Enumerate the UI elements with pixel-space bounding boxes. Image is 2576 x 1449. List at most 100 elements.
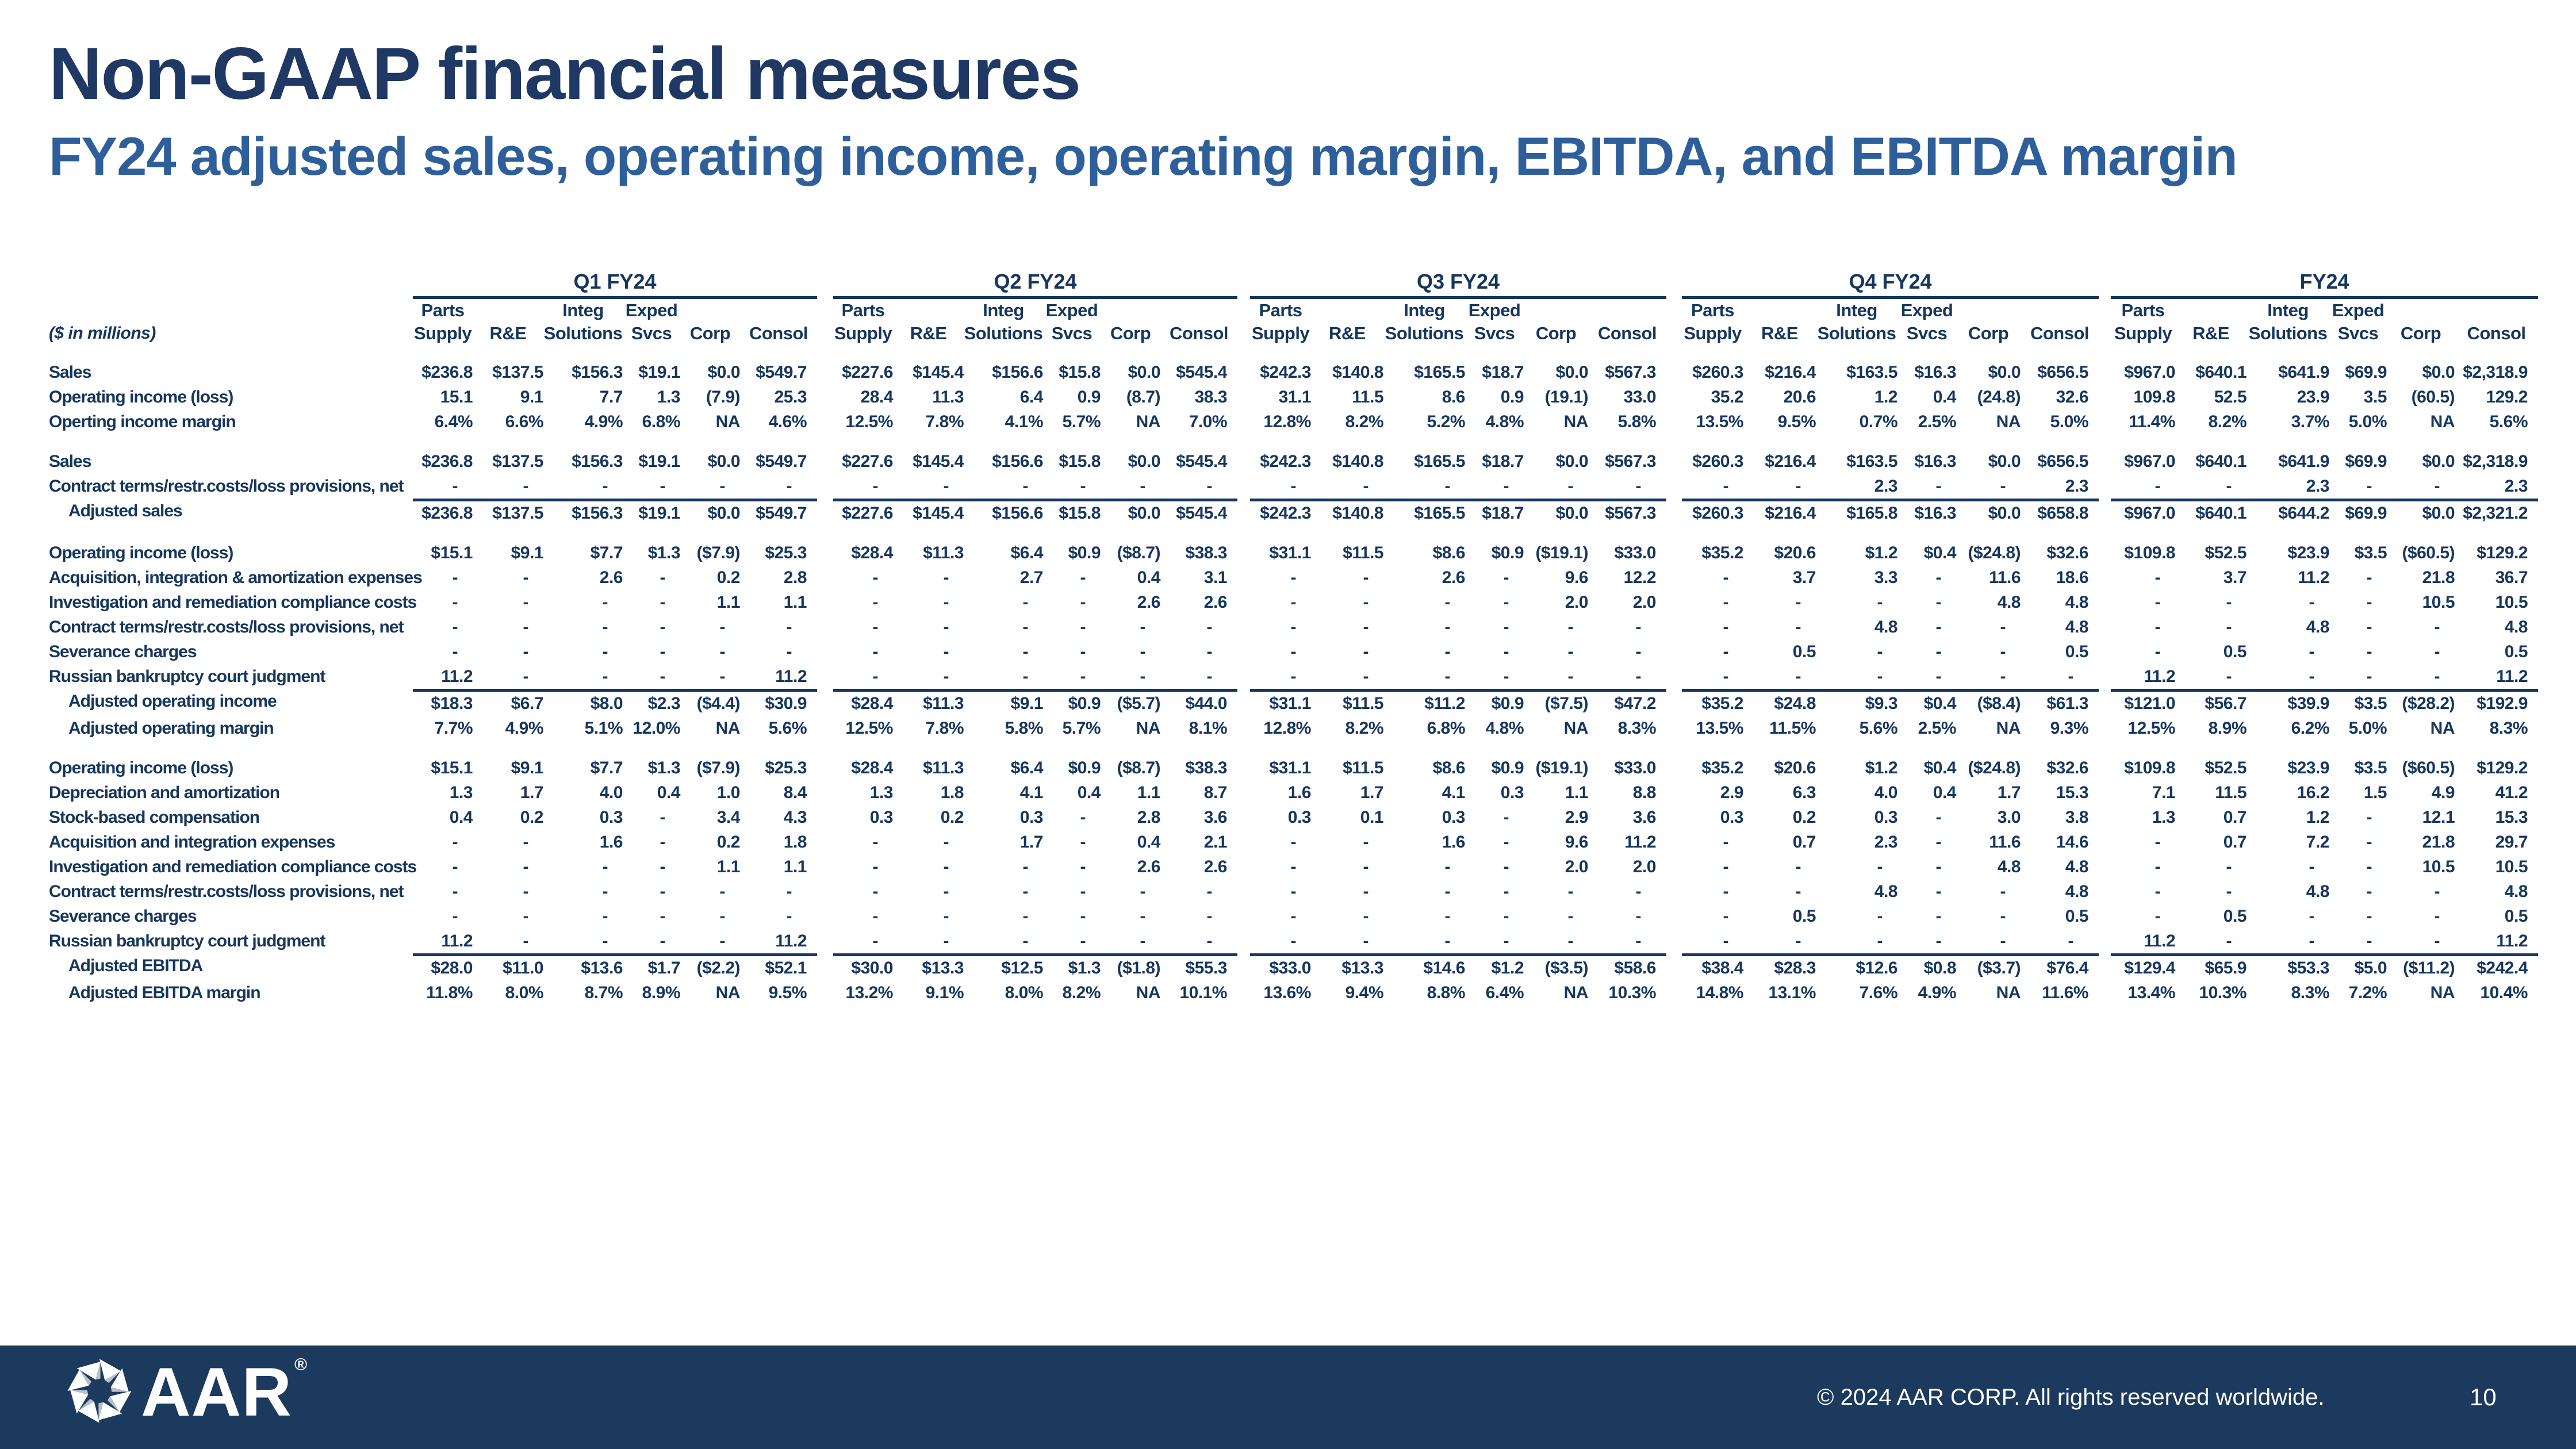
- table-row: Operating income (loss) $15.1 $9.1 $7.7 $1.3…: [49, 756, 2538, 780]
- table-cell: 13.2%: [845, 983, 893, 1002]
- table-cell: 4.1: [1442, 783, 1466, 802]
- table-cell: 9.6: [1565, 568, 1589, 587]
- table-cell: 0.5: [2223, 642, 2247, 661]
- table-cell: $16.3: [1897, 499, 1957, 526]
- table-cell: -: [1567, 618, 1574, 637]
- row-label: Depreciation and amortization: [49, 783, 280, 802]
- table-cell: $641.9: [2278, 363, 2329, 382]
- table-cell: $9.3: [1816, 689, 1898, 716]
- table-cell: 2.6: [599, 568, 623, 587]
- table-cell: 1.3: [449, 783, 473, 802]
- table-row: Depreciation and amortization 1.3 1.7 4.0 0.…: [49, 780, 2538, 805]
- table-cell: -: [1080, 618, 1086, 637]
- table-cell: -: [1080, 642, 1086, 661]
- table-cell: $44.0: [1160, 689, 1237, 716]
- table-cell: 15.3: [2056, 783, 2089, 802]
- table-cell: -: [1723, 857, 1729, 876]
- table-row: Sales $236.8 $137.5 $156.3 $19.1 $0.0 $549.7 $2…: [49, 360, 2538, 385]
- table-cell: ($8.4): [1956, 689, 2021, 716]
- table-cell: ($1.8): [1101, 953, 1161, 980]
- table-cell: -: [2434, 618, 2440, 637]
- table-cell: 8.2%: [1345, 719, 1384, 738]
- table-cell: -: [719, 477, 726, 496]
- table-cell: 0.9: [1500, 388, 1524, 407]
- table-cell: $16.3: [1914, 363, 1956, 382]
- table-cell: -: [1723, 477, 1729, 496]
- table-cell: (7.9): [706, 388, 741, 407]
- table-cell: $967.0: [2111, 499, 2176, 526]
- column-group-header: Q1 FY24: [413, 269, 817, 299]
- table-cell: -: [1935, 618, 1942, 637]
- table-cell: $0.9: [1491, 758, 1524, 777]
- table-cell: -: [1206, 618, 1213, 637]
- table-cell: -: [2366, 833, 2372, 852]
- table-cell: $967.0: [2124, 363, 2175, 382]
- registered-mark: ®: [294, 1355, 308, 1374]
- table-cell: 23.9: [2297, 388, 2330, 407]
- table-cell: 4.8: [1997, 857, 2021, 876]
- table-cell: $76.4: [2021, 953, 2099, 980]
- table-row: Operating income (loss) 15.1 9.1 7.7 1.3 (7.9…: [49, 385, 2538, 409]
- table-cell: 3.3: [1874, 568, 1898, 587]
- table-cell: $137.5: [473, 499, 544, 526]
- table-cell: -: [660, 882, 666, 901]
- table-cell: 12.8%: [1263, 719, 1311, 738]
- table-cell: -: [660, 931, 666, 950]
- table-cell: -: [1444, 642, 1451, 661]
- table-cell: 9.3%: [2050, 719, 2089, 738]
- table-cell: 5.0%: [2050, 412, 2089, 431]
- table-cell: 18.6: [2056, 568, 2089, 587]
- table-cell: -: [1080, 882, 1086, 901]
- table-cell: 5.2%: [1427, 412, 1466, 431]
- table-cell: $2,318.9: [2463, 363, 2528, 382]
- table-cell: $0.0: [1524, 499, 1589, 526]
- table-cell: $11.5: [1311, 689, 1384, 716]
- table-cell: -: [2000, 477, 2006, 496]
- table-cell: -: [719, 642, 726, 661]
- table-cell: $236.8: [421, 363, 473, 382]
- table-cell: $16.3: [1914, 452, 1956, 471]
- table-cell: NA: [1996, 412, 2021, 431]
- table-cell: -: [2226, 931, 2232, 950]
- table-cell: -: [452, 882, 458, 901]
- table-cell: -: [1795, 931, 1801, 950]
- table-cell: $163.5: [1846, 452, 1897, 471]
- table-cell: 1.2: [2306, 808, 2330, 827]
- table-cell: 5.0%: [2348, 412, 2387, 431]
- table-cell: $23.9: [2287, 758, 2329, 777]
- table-cell: $31.1: [1269, 543, 1311, 562]
- table-cell: $58.6: [1588, 953, 1666, 980]
- table-cell: 4.8: [1997, 593, 2021, 612]
- table-cell: $6.4: [1010, 758, 1044, 777]
- table-cell: -: [523, 882, 529, 901]
- table-cell: 8.3%: [2291, 983, 2330, 1002]
- table-cell: 0.5: [2504, 907, 2528, 926]
- table-cell: ($3.7): [1956, 953, 2021, 980]
- table-cell: -: [1363, 477, 1369, 496]
- table-cell: 0.5: [1792, 907, 1816, 926]
- column-header: Exped: [1045, 300, 1098, 320]
- table-cell: -: [872, 568, 879, 587]
- table-cell: NA: [1563, 983, 1589, 1002]
- table-cell: 7.7: [599, 388, 623, 407]
- table-cell: -: [872, 642, 879, 661]
- table-cell: $33.0: [1250, 953, 1312, 980]
- table-cell: -: [1022, 931, 1029, 950]
- aar-logo-text: AAR ®: [141, 1354, 308, 1431]
- table-cell: -: [719, 667, 726, 686]
- table-cell: 3.1: [1203, 568, 1228, 587]
- table-cell: 7.1: [2152, 783, 2176, 802]
- table-cell: 1.1: [716, 857, 741, 876]
- table-cell: ($24.8): [1968, 543, 2021, 562]
- table-cell: 10.1%: [1179, 983, 1227, 1002]
- table-cell: 8.3%: [2489, 719, 2528, 738]
- table-cell: 13.5%: [1696, 412, 1743, 431]
- table-cell: $7.7: [590, 758, 623, 777]
- table-cell: 2.3: [1874, 833, 1898, 852]
- table-cell: -: [1795, 593, 1801, 612]
- table-cell: $0.4: [1923, 543, 1957, 562]
- table-cell: ($28.2): [2387, 689, 2455, 716]
- table-cell: $0.9: [1465, 689, 1524, 716]
- table-cell: 9.4%: [1345, 983, 1384, 1002]
- table-cell: 2.3: [2504, 477, 2528, 496]
